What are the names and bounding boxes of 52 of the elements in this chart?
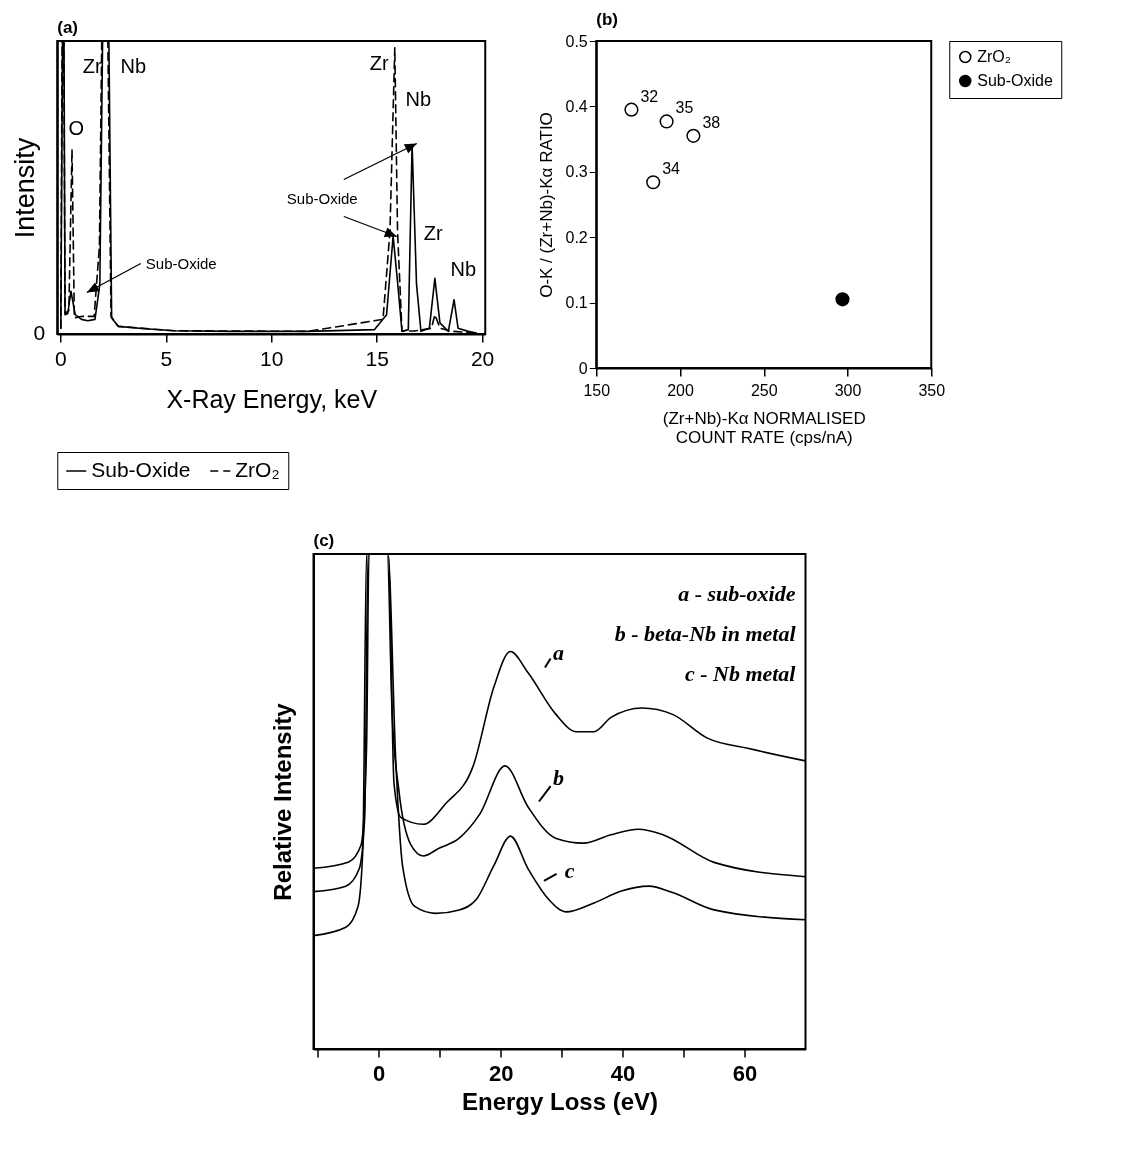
annotation: Sub-Oxide	[286, 190, 358, 207]
annotation: c - Nb metal	[684, 661, 797, 686]
legend-label: ZrO₂	[235, 458, 280, 481]
x-tick-label: 10	[260, 346, 284, 370]
x-tick-label: 60	[732, 1060, 758, 1086]
annotation: 35	[675, 99, 694, 117]
x-tick-label: 250	[750, 381, 778, 399]
annotation: a	[553, 640, 564, 665]
x-tick-label: 20	[488, 1060, 514, 1086]
annotation: a - sub-oxide	[678, 581, 796, 606]
x-tick-label: 300	[834, 381, 862, 399]
x-tick-label: 0	[373, 1060, 386, 1086]
annotation: 32	[640, 87, 659, 105]
annotation: O	[68, 117, 85, 139]
annotation: Nb	[405, 88, 432, 110]
annotation: Nb	[450, 258, 477, 280]
x-tick-label: 200	[667, 381, 694, 399]
x-tick-label: 20	[470, 346, 495, 370]
x-axis-title: Energy Loss (eV)	[461, 1087, 659, 1115]
x-tick-label: 15	[365, 346, 389, 370]
legend-label: ZrO₂	[977, 48, 1012, 65]
annotation: c	[564, 858, 575, 883]
text: 0	[33, 321, 46, 344]
y-tick-label: 0.5	[565, 32, 588, 50]
x-tick-label: 150	[583, 381, 611, 399]
annotation: 34	[662, 160, 681, 178]
y-tick-label: 0.2	[565, 228, 588, 246]
x-tick-label: 40	[610, 1060, 636, 1086]
y-axis-title: Intensity	[9, 137, 40, 239]
chart-title: (b)	[596, 10, 618, 29]
annotation: b	[553, 765, 564, 790]
x-axis-title: X-Ray Energy, keV	[166, 384, 378, 413]
x-axis-title: (Zr+Nb)-Kα NORMALISED COUNT RATE (cps/nA)	[662, 408, 866, 447]
y-axis-title: Relative Intensity	[269, 702, 296, 901]
y-tick-label: 0.4	[565, 97, 588, 115]
annotation: Nb	[120, 55, 147, 77]
legend-label: Sub-Oxide	[91, 458, 191, 481]
x-tick-label: 350	[918, 381, 946, 399]
y-axis-title: O-K / (Zr+Nb)-Kα RATIO	[536, 112, 556, 298]
annotation: b - beta-Nb in metal	[614, 621, 797, 646]
annotation: Sub-Oxide	[145, 255, 217, 272]
annotation: 38	[702, 113, 721, 131]
chart-title: (a)	[57, 18, 79, 37]
y-tick-label: 0.3	[565, 163, 588, 181]
x-tick-label: 0	[55, 346, 67, 370]
x-tick-label: 5	[160, 346, 173, 370]
y-tick-label: 0.1	[565, 294, 588, 312]
annotation: Zr	[423, 222, 444, 244]
annotation: Zr	[369, 52, 390, 74]
chart-title: (c)	[313, 531, 335, 550]
annotation: Zr	[82, 55, 103, 77]
legend-label: Sub-Oxide	[977, 72, 1053, 89]
